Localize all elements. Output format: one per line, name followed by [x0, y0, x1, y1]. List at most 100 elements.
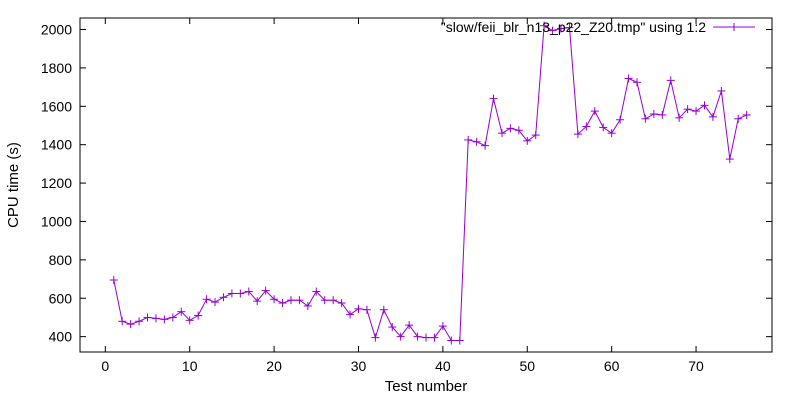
x-tick-label: 20 — [266, 358, 282, 374]
y-tick-labels: 400 600 800 1000 1200 1400 1600 1800 2000 — [41, 22, 72, 345]
data-point — [185, 316, 194, 325]
y-axis-label: CPU time (s) — [5, 142, 22, 228]
data-point — [658, 110, 667, 119]
data-point — [438, 322, 447, 331]
data-point — [717, 86, 726, 95]
y-tick-label: 1400 — [41, 137, 72, 153]
data-point — [472, 137, 481, 146]
data-point — [540, 21, 549, 30]
data-point — [649, 109, 658, 118]
data-point — [194, 311, 203, 320]
data-point — [118, 317, 127, 326]
data-point — [236, 289, 245, 298]
data-point — [337, 299, 346, 308]
x-axis-label: Test number — [385, 378, 468, 395]
data-point — [312, 287, 321, 296]
plot-frame — [79, 17, 773, 353]
data-point — [405, 321, 414, 330]
data-point — [202, 295, 211, 304]
y-tick-label: 800 — [49, 252, 73, 268]
data-point — [329, 296, 338, 305]
data-point — [177, 307, 186, 316]
series-layer — [109, 21, 751, 345]
data-point — [506, 124, 515, 133]
y-tick-label: 2000 — [41, 22, 72, 38]
data-point — [683, 105, 692, 114]
legend: "slow/feii_blr_n13_p22_Z20.tmp" using 1:… — [441, 19, 755, 35]
axis-ticks — [80, 18, 772, 352]
x-tick-label: 10 — [182, 358, 198, 374]
data-point — [523, 136, 532, 145]
data-point — [481, 141, 490, 150]
legend-entry-label: "slow/feii_blr_n13_p22_Z20.tmp" using 1:… — [441, 19, 706, 35]
data-point — [742, 110, 751, 119]
data-point — [455, 336, 464, 345]
data-point — [422, 333, 430, 342]
data-point — [168, 313, 177, 322]
data-point — [388, 323, 397, 332]
data-point — [565, 23, 574, 32]
data-point — [616, 115, 625, 124]
data-point — [396, 332, 405, 341]
data-point — [725, 155, 734, 164]
y-tick-label: 400 — [49, 329, 73, 345]
data-point — [607, 129, 616, 138]
data-point — [430, 333, 439, 342]
legend-marker-plus — [730, 23, 738, 31]
x-tick-label: 0 — [101, 358, 109, 374]
data-point — [599, 123, 608, 132]
data-point — [734, 114, 743, 123]
y-tick-label: 1200 — [41, 175, 72, 191]
data-point — [219, 293, 228, 302]
data-point — [303, 301, 312, 310]
data-point — [590, 107, 599, 116]
data-point — [253, 297, 262, 306]
series-line — [113, 24, 747, 341]
data-point — [211, 298, 220, 307]
data-point — [557, 24, 566, 33]
data-point — [692, 107, 701, 116]
data-point — [666, 76, 675, 85]
x-tick-label: 50 — [519, 358, 535, 374]
y-tick-label: 1600 — [41, 98, 72, 114]
data-point — [371, 333, 380, 342]
y-tick-label: 600 — [49, 290, 73, 306]
data-point — [143, 313, 152, 322]
data-point — [244, 287, 253, 296]
data-point — [362, 305, 371, 314]
x-tick-labels: 0 10 20 30 40 50 60 70 — [101, 358, 704, 374]
data-point — [295, 296, 304, 305]
data-point — [675, 113, 684, 122]
x-tick-label: 70 — [688, 358, 704, 374]
data-point — [464, 135, 473, 144]
data-point — [151, 314, 160, 323]
legend-marker — [730, 23, 738, 31]
x-tick-label: 30 — [351, 358, 367, 374]
data-point — [320, 296, 329, 305]
data-point — [346, 310, 355, 319]
data-point — [624, 74, 633, 83]
data-point — [160, 315, 169, 324]
data-point — [227, 289, 236, 298]
data-point — [109, 276, 118, 285]
data-point — [278, 299, 287, 308]
data-point — [548, 26, 557, 35]
data-point — [700, 101, 709, 110]
data-point — [514, 126, 523, 135]
data-point — [270, 295, 279, 304]
data-point — [286, 296, 295, 305]
data-point — [708, 112, 717, 121]
data-point — [531, 131, 540, 140]
data-point — [573, 130, 582, 139]
data-point — [126, 320, 135, 329]
data-point — [379, 305, 388, 314]
data-point — [135, 317, 144, 326]
data-point — [632, 78, 641, 87]
data-point — [641, 114, 650, 123]
y-tick-label: 1800 — [41, 60, 72, 76]
data-point — [413, 332, 422, 341]
data-point — [261, 286, 270, 295]
data-point — [354, 304, 363, 313]
data-point — [497, 129, 506, 138]
data-point — [489, 94, 498, 103]
